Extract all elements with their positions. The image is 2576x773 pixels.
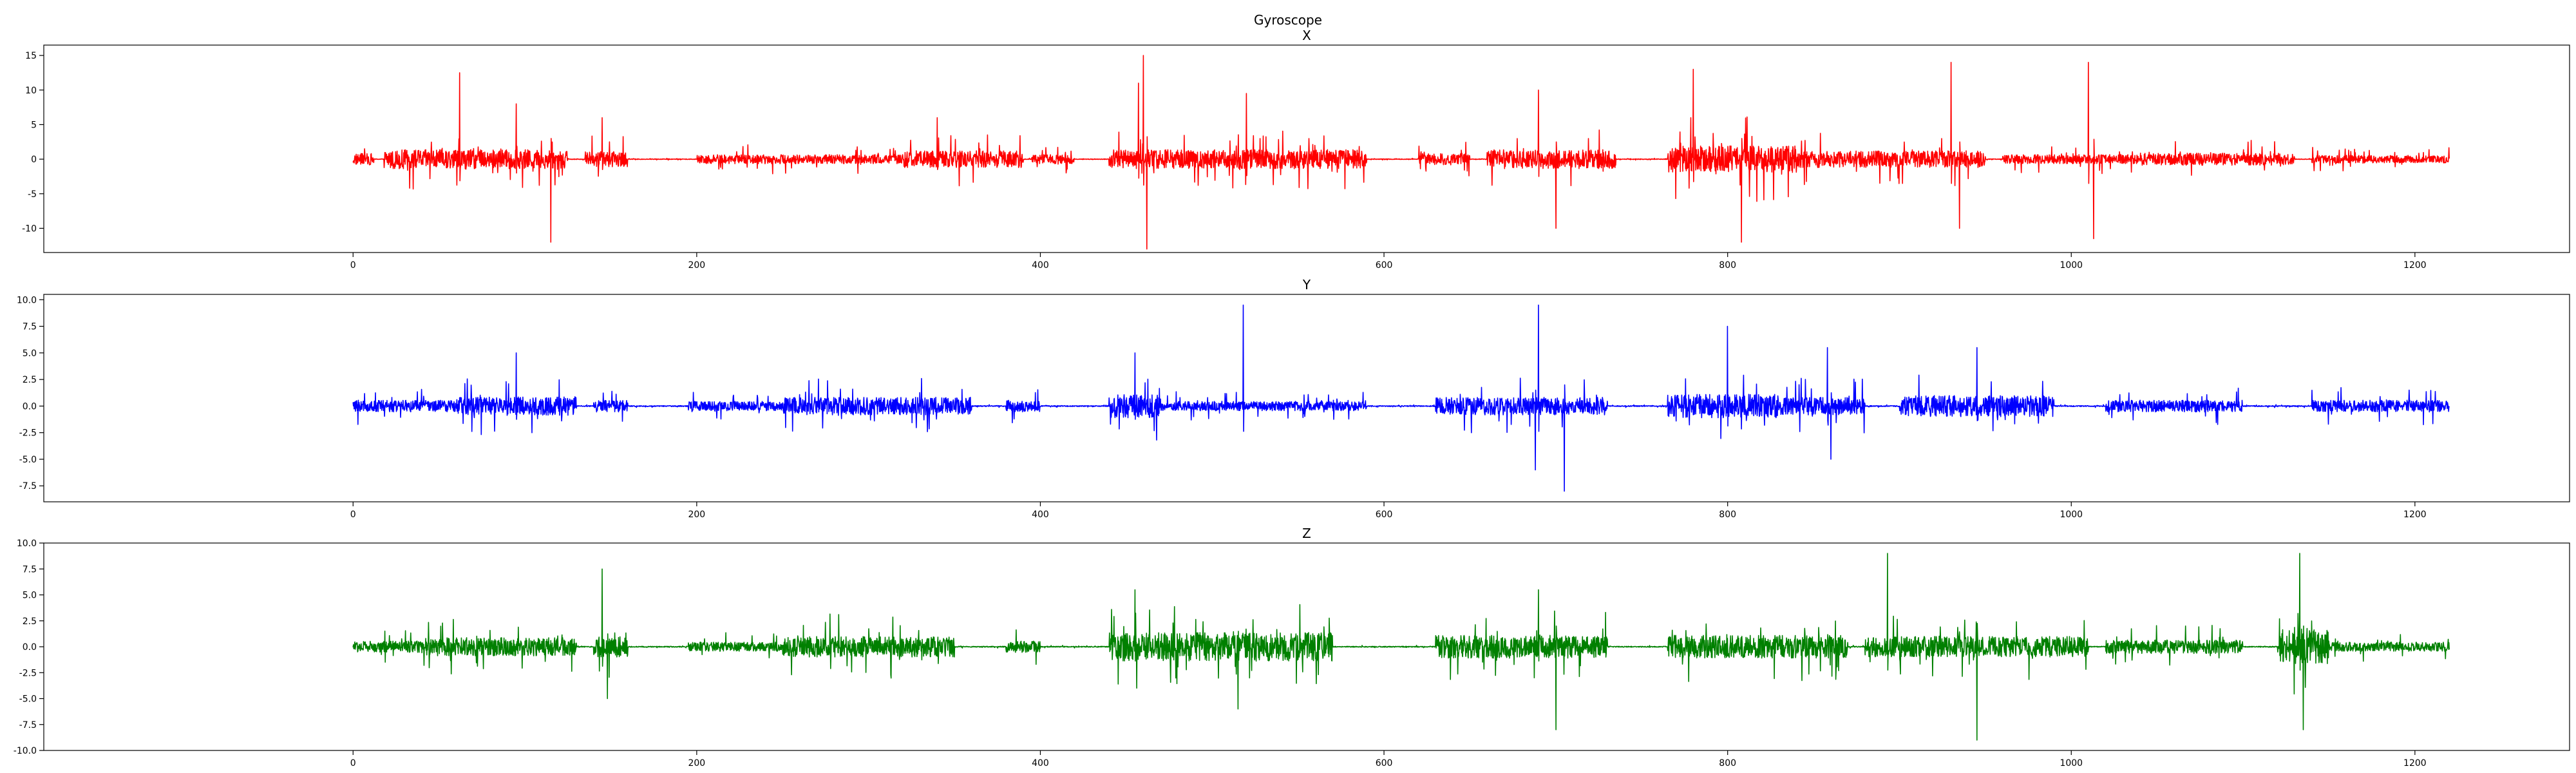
y-tick-label: -7.5 — [19, 720, 37, 730]
figure-title: Gyroscope — [1254, 12, 1322, 28]
y-tick-label: -10.0 — [14, 746, 37, 756]
y-tick-label: -5.0 — [19, 455, 37, 465]
y-tick-label: 10.0 — [17, 295, 37, 305]
y-tick-label: 15 — [25, 51, 37, 61]
series-line-z — [352, 553, 2450, 741]
subplot-y: Y 0 200 400 600 800 1000 1200 10.0 7.5 5.0 2.5 0.0 -2… — [17, 277, 2570, 520]
x-tick-label: 800 — [1719, 758, 1736, 768]
x-tick-label: 1000 — [2060, 758, 2083, 768]
x-tick-label: 800 — [1719, 260, 1736, 271]
y-tick-label: -7.5 — [19, 481, 37, 491]
subplot-title: Y — [1302, 277, 1311, 292]
y-tick-label: 5 — [31, 120, 37, 130]
x-tick-label: 200 — [688, 260, 705, 271]
x-tick-label: 0 — [350, 260, 356, 271]
x-tick-label: 600 — [1376, 758, 1393, 768]
series-line-y — [352, 304, 2450, 492]
x-tick-label: 0 — [350, 510, 356, 520]
y-tick-label: 10 — [25, 86, 37, 96]
y-tick-label: 7.5 — [23, 322, 37, 332]
subplot-z: Z 0 200 400 600 800 1000 1200 10.0 7.5 5.0 2.5 0.0 -2… — [14, 526, 2570, 768]
x-tick-label: 400 — [1032, 758, 1049, 768]
y-tick-label: 0.0 — [23, 401, 37, 412]
x-tick-label: 1000 — [2060, 260, 2083, 271]
x-tick-label: 600 — [1376, 260, 1393, 271]
subplot-title: X — [1302, 28, 1311, 43]
x-tick-label: 1200 — [2403, 510, 2427, 520]
x-tick-label: 800 — [1719, 510, 1736, 520]
y-tick-label: -10 — [22, 224, 37, 234]
x-tick-label: 1200 — [2403, 260, 2427, 271]
axes-frame — [43, 294, 2570, 502]
x-tick-label: 1000 — [2060, 510, 2083, 520]
y-tick-label: 0 — [31, 155, 37, 165]
y-tick-label: 7.5 — [23, 564, 37, 575]
y-tick-label: -2.5 — [19, 668, 37, 678]
axes-frame — [43, 44, 2570, 253]
x-tick-label: 200 — [688, 510, 705, 520]
x-tick-label: 600 — [1376, 510, 1393, 520]
y-tick-label: 2.5 — [23, 616, 37, 627]
y-tick-label: 10.0 — [17, 539, 37, 549]
x-tick-label: 1200 — [2403, 758, 2427, 768]
x-tick-label: 0 — [350, 758, 356, 768]
x-tick-label: 400 — [1032, 510, 1049, 520]
y-tick-label: 2.5 — [23, 375, 37, 385]
y-tick-label: 0.0 — [23, 642, 37, 653]
x-tick-label: 200 — [688, 758, 705, 768]
subplot-x: X 0 200 400 600 800 1000 1200 15 10 5 0 -5 -10 — [22, 28, 2570, 271]
subplot-panels: X 0 200 400 600 800 1000 1200 15 10 5 0 -5 -10 Y 0 200 40… — [14, 28, 2570, 768]
y-tick-label: 5.0 — [23, 591, 37, 601]
x-tick-label: 400 — [1032, 260, 1049, 271]
y-tick-label: -2.5 — [19, 428, 37, 439]
series-line-x — [352, 55, 2450, 250]
y-tick-label: -5 — [28, 189, 37, 200]
y-tick-label: 5.0 — [23, 348, 37, 359]
subplot-title: Z — [1302, 526, 1311, 541]
y-tick-label: -5.0 — [19, 694, 37, 705]
